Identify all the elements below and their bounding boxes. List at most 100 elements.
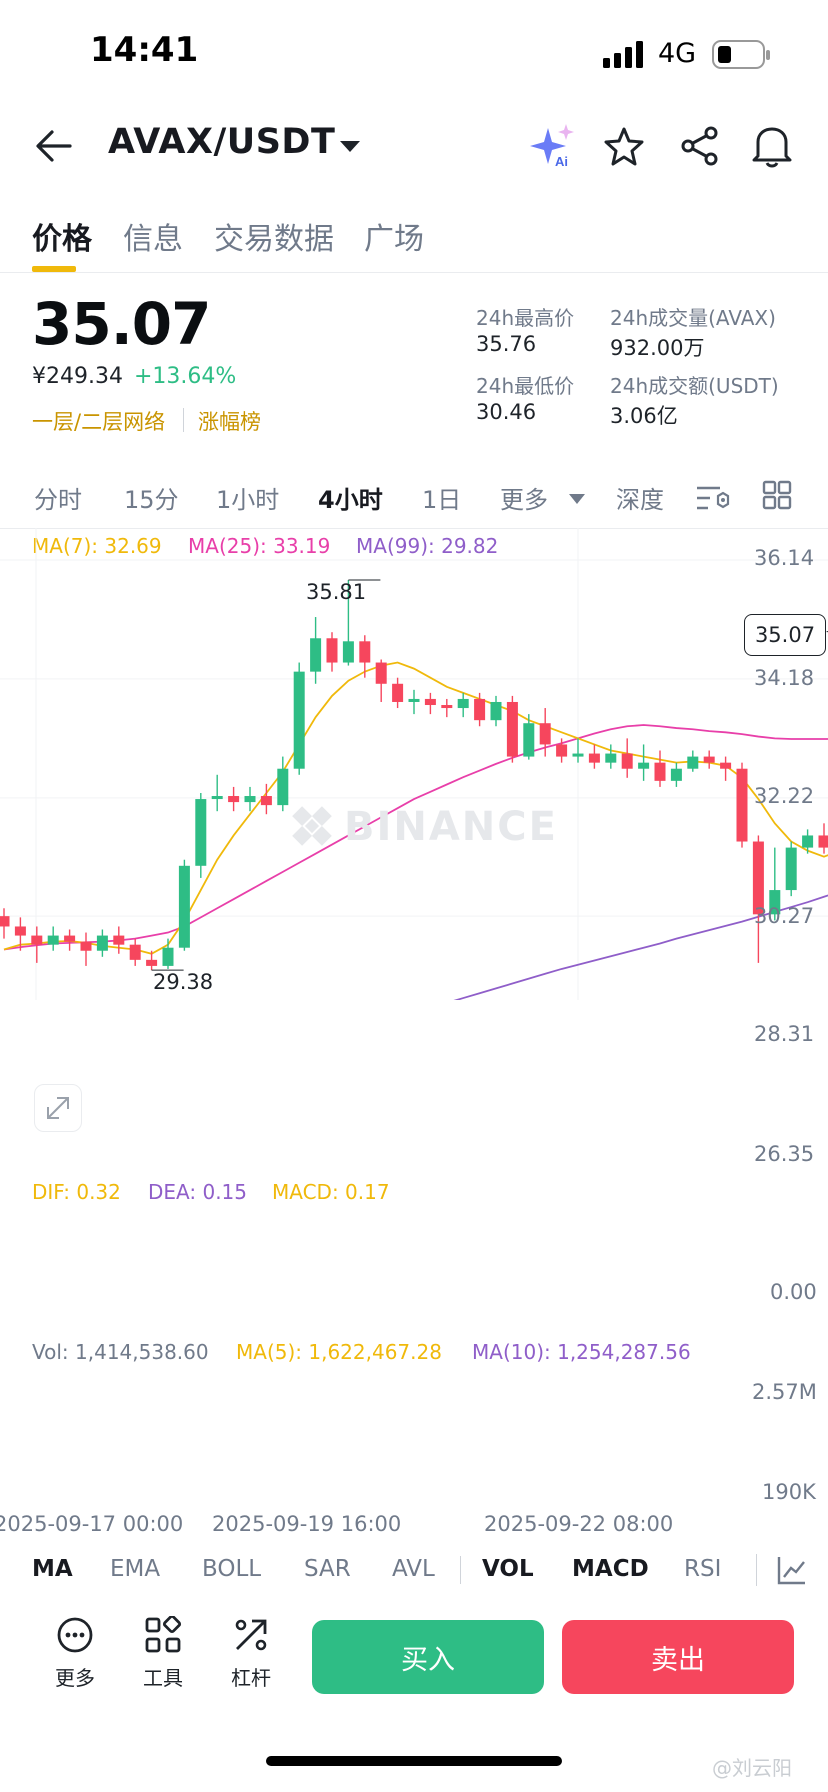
price-change-percent: +13.64% [134, 364, 237, 389]
tab-info[interactable]: 信息 [123, 222, 183, 257]
more-button[interactable]: 更多 [40, 1616, 110, 1690]
expand-button[interactable] [34, 1084, 82, 1132]
indicator-ema[interactable]: EMA [110, 1556, 161, 1582]
price-axis-label: 34.18 [754, 666, 815, 690]
depth-tab[interactable]: 深度 [616, 486, 664, 514]
candle-body [523, 723, 535, 757]
corner-watermark: @刘云阳 [712, 1756, 792, 1780]
vol-legend: Vol: 1,414,538.60 [32, 1340, 209, 1364]
dea-legend: DEA: 0.15 [148, 1180, 247, 1204]
chevron-down-icon[interactable] [338, 138, 362, 154]
sell-button[interactable]: 卖出 [562, 1620, 794, 1694]
category-tag-layer[interactable]: 一层/二层网络 [32, 410, 166, 434]
x-axis-label: 2025-09-17 00:00 [0, 1512, 184, 1536]
low-annotation: 29.38 [153, 970, 214, 994]
timeframe-more-caret-icon[interactable] [568, 490, 586, 504]
candle-body [342, 641, 354, 663]
macd-legend: MACD: 0.17 [272, 1180, 390, 1204]
candle-body [736, 768, 748, 842]
timeframe-line[interactable]: 分时 [34, 486, 82, 514]
tab-trading-data[interactable]: 交易数据 [214, 222, 334, 257]
chart-top-divider [0, 528, 828, 529]
price-axis-label: 28.31 [754, 1022, 815, 1046]
amount-value: 3.06亿 [610, 404, 678, 428]
candle-body [424, 698, 436, 706]
buy-button[interactable]: 买入 [312, 1620, 544, 1694]
indicator-ma[interactable]: MA [32, 1556, 73, 1582]
layout-grid-icon[interactable] [762, 480, 792, 510]
leverage-label: 杠杆 [231, 1666, 271, 1690]
pair-title[interactable]: AVAX/USDT [108, 122, 336, 162]
candle-body [211, 796, 223, 800]
back-icon[interactable] [34, 128, 74, 164]
candle-body [818, 835, 828, 848]
last-price: 35.07 [32, 290, 211, 358]
candle-body [14, 926, 26, 936]
candle-body [703, 756, 715, 763]
candle-body [310, 638, 322, 672]
high-value: 35.76 [476, 332, 537, 356]
current-price-tag[interactable]: 35.07 [744, 614, 826, 656]
high-label: 24h最高价 [476, 306, 575, 330]
candle-body [687, 756, 699, 769]
home-indicator [266, 1756, 562, 1766]
indicator-macd[interactable]: MACD [572, 1556, 649, 1582]
leverage-icon [235, 1619, 267, 1651]
ai-sparkle-icon[interactable]: Ai [528, 122, 576, 170]
tools-button[interactable]: 工具 [128, 1616, 198, 1690]
candle-body [228, 796, 240, 803]
tab-square[interactable]: 广场 [364, 222, 424, 257]
binance-watermark: BINANCE [344, 804, 558, 850]
share-icon[interactable] [680, 126, 720, 166]
indicator-rsi[interactable]: RSI [684, 1556, 722, 1582]
candle-body [539, 723, 551, 745]
candle-body [359, 641, 371, 663]
timeframe-15m[interactable]: 15分 [124, 486, 179, 514]
indicator-boll[interactable]: BOLL [202, 1556, 262, 1582]
timeframe-1h[interactable]: 1小时 [216, 486, 280, 514]
volume-label: 24h成交量(AVAX) [610, 306, 776, 330]
tab-price[interactable]: 价格 [32, 222, 92, 257]
tools-icon [145, 1616, 182, 1653]
volume-value: 932.00万 [610, 336, 705, 360]
candle-body [244, 796, 256, 803]
tabs-divider [0, 272, 828, 273]
vol-ma10-legend: MA(10): 1,254,287.56 [472, 1340, 691, 1364]
tools-label: 工具 [143, 1666, 183, 1690]
battery-icon [712, 40, 772, 70]
chart-settings-icon[interactable] [694, 482, 730, 514]
timeframe-4h[interactable]: 4小时 [318, 486, 383, 514]
high-annotation: 35.81 [306, 580, 367, 604]
candle-body [785, 847, 797, 891]
ma99-legend: MA(99): 29.82 [356, 534, 499, 558]
indicator-settings-icon[interactable] [776, 1554, 808, 1586]
candle-body [670, 768, 682, 781]
indicator-sar[interactable]: SAR [304, 1556, 351, 1582]
expand-icon [47, 1097, 69, 1119]
candle-body [293, 671, 305, 769]
candle-body [720, 762, 732, 769]
candle-body [47, 935, 59, 945]
leverage-button[interactable]: 杠杆 [216, 1616, 286, 1690]
x-axis-label: 2025-09-22 08:00 [484, 1512, 674, 1536]
candle-body [654, 762, 666, 781]
candle-body [556, 744, 568, 757]
binance-logo-icon [286, 800, 338, 852]
ma25-legend: MA(25): 33.19 [188, 534, 331, 558]
signal-icon [603, 40, 647, 68]
star-icon[interactable] [604, 126, 644, 166]
indicator-avl[interactable]: AVL [392, 1556, 435, 1582]
indicator-vol[interactable]: VOL [482, 1556, 534, 1582]
active-tab-indicator [32, 266, 76, 272]
more-icon [57, 1617, 93, 1653]
candle-body [474, 698, 486, 721]
status-time: 14:41 [90, 30, 199, 70]
category-tag-gainers[interactable]: 涨幅榜 [198, 410, 261, 434]
timeframe-more[interactable]: 更多 [500, 486, 548, 514]
price-axis-label: 30.27 [754, 904, 815, 928]
candle-body [113, 935, 125, 945]
timeframe-1d[interactable]: 1日 [422, 486, 462, 514]
vol-axis-top: 2.57M [752, 1380, 817, 1404]
candle-body [441, 705, 453, 709]
bell-icon[interactable] [752, 124, 792, 168]
